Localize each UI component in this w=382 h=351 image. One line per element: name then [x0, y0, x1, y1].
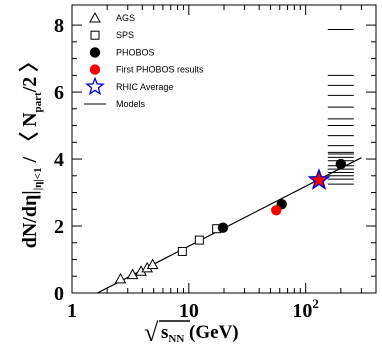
tick-labels: 0 2 4 6 8 1 10 102	[54, 15, 319, 322]
y-axis-label-end: /2 〉	[18, 52, 41, 94]
legend-marker	[90, 30, 100, 40]
data-point-phobos	[217, 222, 229, 233]
legend-label: SPS	[116, 30, 134, 40]
x-axis-label-sub: NN	[168, 333, 184, 345]
legend-marker	[89, 64, 101, 75]
data-point-sps	[177, 246, 187, 256]
data-point-first-phobos-results	[271, 205, 282, 216]
legend-label: AGS	[116, 13, 135, 23]
y-tick-label: 6	[54, 82, 64, 104]
x-tick-label: 102	[292, 296, 319, 322]
data-point-ags	[146, 258, 159, 270]
legend-label: RHIC Average	[116, 82, 173, 92]
y-axis-label-sub: |η|<1	[32, 167, 44, 190]
legend-marker	[89, 47, 101, 58]
y-tick-label: 0	[54, 283, 64, 305]
y-axis-label-rest: / 〈 N	[18, 112, 41, 168]
y-tick-label: 4	[54, 149, 64, 171]
data-point-rhic-average	[307, 168, 331, 190]
legend-label: PHOBOS	[116, 47, 155, 57]
legend-label: First PHOBOS results	[116, 65, 204, 75]
x-tick-label-exponent: 2	[312, 296, 319, 311]
x-tick-label: 1	[67, 300, 77, 322]
legend: AGS SPS PHOBOS First PHOBOS results RHIC Ave…	[84, 11, 204, 109]
y-tick-label: 8	[54, 15, 64, 37]
x-axis-label: √ sNN (GeV)	[144, 318, 239, 347]
y-axis-label-main: dN/dη|	[19, 190, 41, 248]
data-points	[114, 158, 347, 284]
y-axis-label: dN/dη||η|<1 / 〈 Npart/2 〉	[18, 52, 44, 249]
legend-marker	[85, 76, 105, 96]
legend-label: Models	[116, 99, 146, 109]
data-point-sps	[194, 235, 204, 245]
data-point-phobos	[335, 158, 347, 170]
x-axis-label-text: sNN (GeV)	[161, 322, 239, 345]
x-axis-label-sqrt: √	[144, 318, 159, 347]
y-tick-label: 2	[54, 216, 64, 238]
y-axis-label-sub2: part	[32, 92, 44, 113]
data-point-ags	[114, 272, 127, 284]
legend-marker	[89, 11, 101, 23]
x-axis-label-unit: (GeV)	[184, 322, 238, 343]
axis-ticks	[71, 5, 377, 294]
x-axis-label-main: s	[161, 322, 168, 343]
x-tick-label: 10	[179, 300, 199, 322]
data-point-ags	[126, 268, 139, 280]
